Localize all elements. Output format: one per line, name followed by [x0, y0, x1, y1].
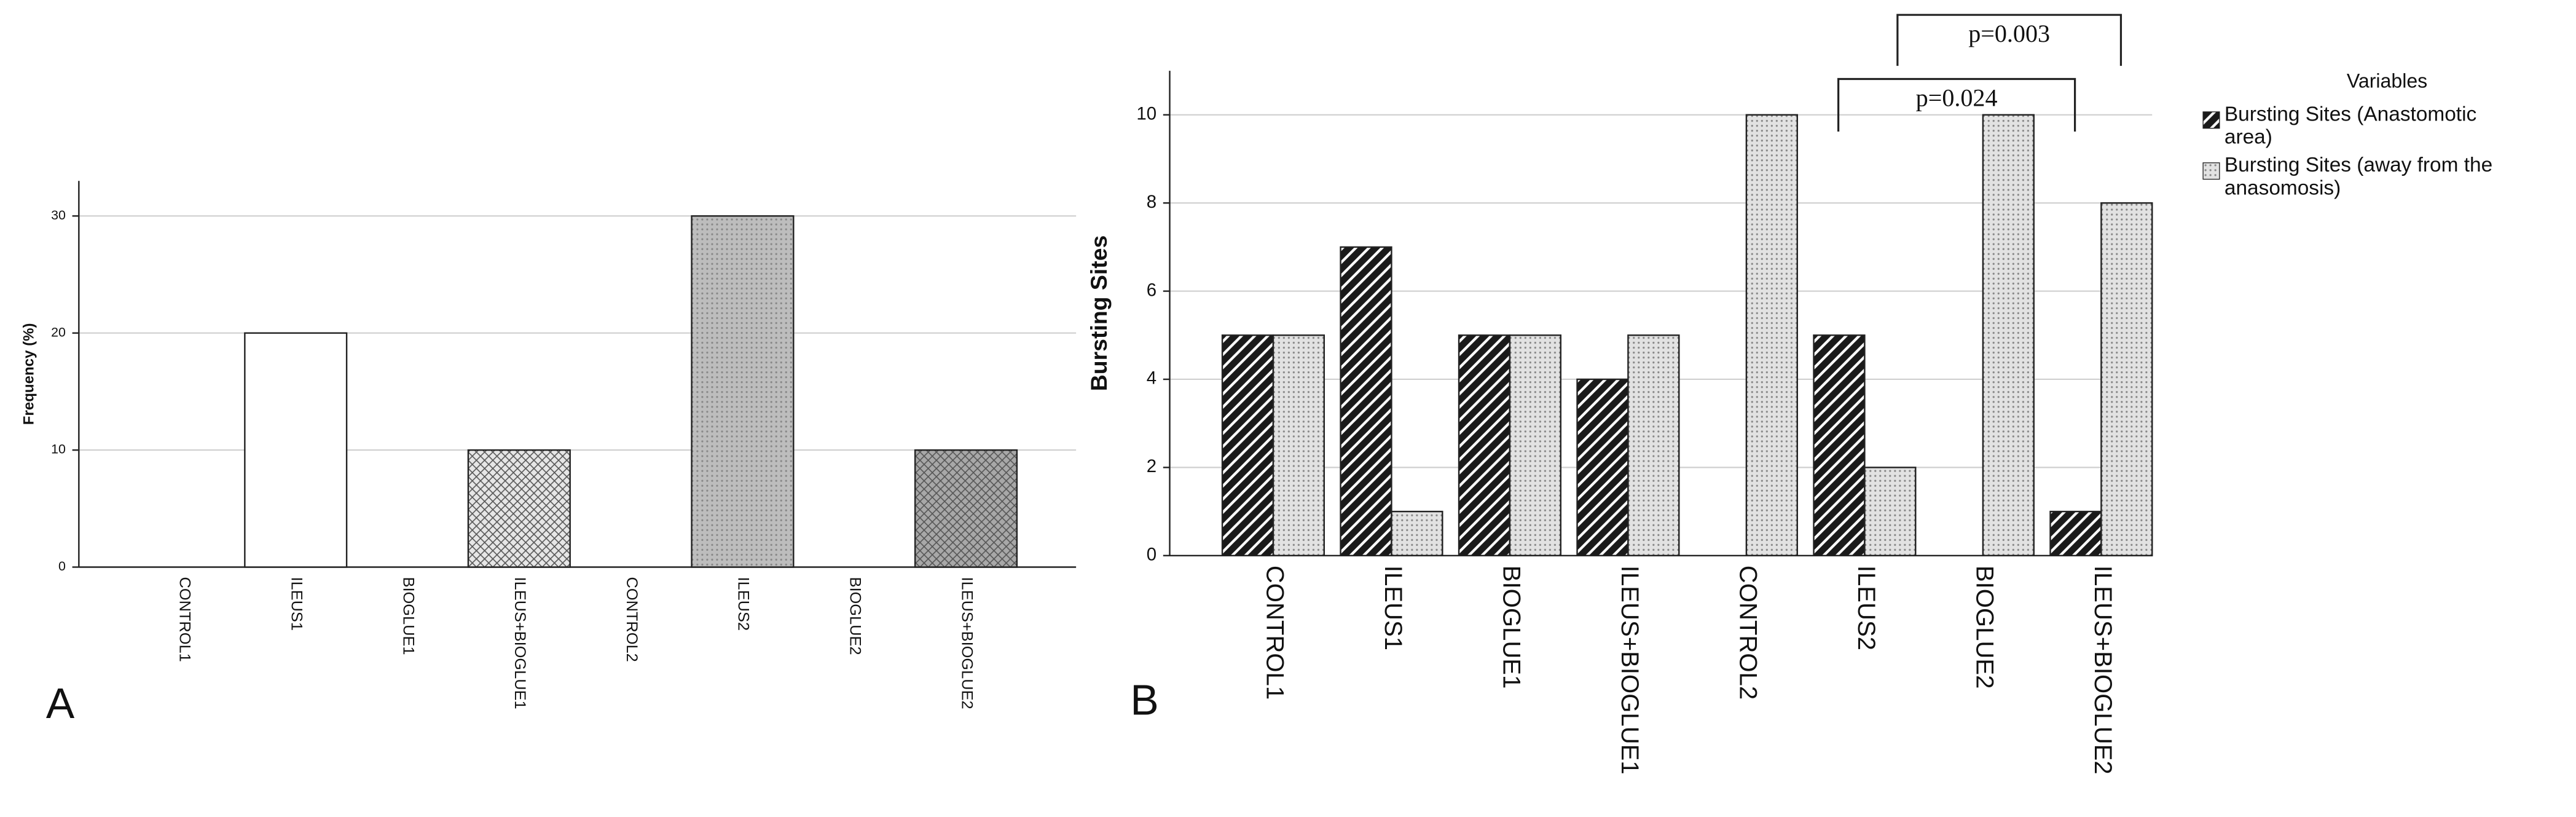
y-tick-label: 4	[1147, 368, 1156, 389]
significance-bracket	[1896, 14, 2122, 66]
x-tick-label: ILEUS1	[1380, 566, 1407, 650]
x-tick-label: BIOGLUE1	[1498, 566, 1525, 689]
bar	[1340, 246, 1392, 556]
y-tick-label: 6	[1147, 280, 1156, 300]
bar	[691, 215, 795, 568]
legend-label: Bursting Sites (away from the anasomosis)	[2225, 154, 2492, 199]
bar	[1221, 334, 1274, 556]
y-axis-label: Frequency (%)	[20, 323, 37, 425]
bar	[914, 449, 1018, 568]
panel-label: B	[1130, 676, 1158, 724]
x-tick-label: ILEUS+BIOGLUE2	[958, 577, 975, 709]
bar	[1627, 334, 1680, 556]
x-tick-label: ILEUS+BIOGLUE2	[2089, 566, 2116, 775]
bar	[1509, 334, 1561, 556]
significance-bracket	[1837, 77, 2076, 132]
annotation: p=0.024	[1916, 84, 1998, 111]
bar	[1391, 510, 1443, 556]
panel-label: A	[46, 679, 75, 727]
y-tick-label: 10	[51, 442, 66, 457]
x-tick-label: ILEUS+BIOGLUE1	[1616, 566, 1643, 775]
bar	[1864, 467, 1917, 556]
x-tick-label: CONTROL2	[623, 577, 640, 662]
bar	[244, 332, 348, 568]
x-tick-label: CONTROL1	[1261, 566, 1288, 700]
x-tick-label: BIOGLUE1	[399, 577, 417, 655]
y-tick-label: 10	[1136, 104, 1156, 124]
y-tick-label: 0	[1147, 545, 1156, 565]
bar	[1745, 114, 1798, 556]
y-axis-label: Bursting Sites	[1086, 235, 1112, 392]
x-tick-label: ILEUS+BIOGLUE1	[511, 577, 528, 709]
x-tick-label: CONTROL1	[176, 577, 194, 662]
legend-swatch	[2202, 111, 2220, 129]
legend-label: Bursting Sites (Anastomotic area)	[2225, 103, 2476, 148]
bar	[1458, 334, 1511, 556]
bar	[2100, 202, 2153, 556]
y-tick-label: 20	[51, 325, 66, 339]
annotation: p=0.003	[1968, 20, 2050, 47]
legend-title: Variables	[2347, 69, 2427, 92]
bar	[2049, 510, 2102, 556]
bar	[467, 449, 571, 568]
y-tick-label: 2	[1147, 456, 1156, 476]
x-tick-label: ILEUS2	[735, 577, 752, 631]
y-tick-label: 0	[58, 559, 66, 574]
bar	[1982, 114, 2035, 556]
x-tick-label: BIOGLUE2	[847, 577, 864, 655]
bar	[1576, 378, 1629, 556]
x-tick-label: ILEUS2	[1853, 566, 1880, 650]
bar	[1813, 334, 1866, 556]
x-tick-label: CONTROL2	[1734, 566, 1761, 700]
y-tick-label: 30	[51, 208, 66, 223]
x-tick-label: ILEUS1	[288, 577, 305, 631]
x-tick-label: BIOGLUE2	[1971, 566, 1998, 689]
legend-swatch	[2202, 162, 2220, 180]
bar	[1272, 334, 1325, 556]
y-tick-label: 8	[1147, 192, 1156, 212]
